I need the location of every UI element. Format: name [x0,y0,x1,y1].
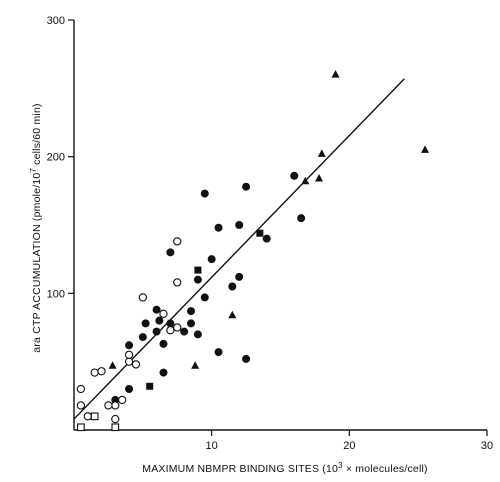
y-tick-label: 200 [47,152,65,164]
data-points [76,70,430,432]
filled-circle-point [155,316,164,325]
y-tick-label: 300 [47,15,65,27]
filled-triangle-point [331,70,340,78]
filled-circle-point [214,223,223,232]
y-axis-title-part-1: ara CTP ACCUMULATION (pmole/10 [31,173,43,353]
open-circle-point [166,326,175,335]
filled-circle-point [193,330,202,339]
open-circle-point [111,414,120,424]
filled-circle-point [187,307,196,316]
open-square-point [90,412,99,421]
open-circle-point [97,367,106,376]
tick-labels: 10 20 30 100 200 300 [47,15,493,452]
filled-circle-point [152,305,161,314]
open-circle-point [124,357,134,366]
open-circle-point [104,401,113,410]
x-axis-title-superscript: 3 [338,461,343,470]
filled-circle-point [166,319,175,328]
open-circle-point [173,323,182,332]
filled-circle-point [228,282,237,291]
open-circle-point [159,309,168,318]
filled-triangle-point [317,149,326,157]
filled-circle-point [141,319,150,328]
filled-square-point [194,266,202,274]
filled-circle-point [180,327,189,336]
filled-circle-point [297,214,306,223]
x-tick-label: 30 [481,440,493,452]
x-axis-title-part-2: × molecules/cell) [343,463,428,475]
filled-circle-point [207,255,216,264]
filled-circle-point [152,327,161,336]
filled-circle-point [235,272,244,281]
open-circle-point [111,401,120,410]
filled-circle-point [166,248,175,257]
filled-circle-point [159,368,168,377]
x-axis-title-part-1: MAXIMUM NBMPR BINDING SITES (10 [142,463,338,475]
filled-triangle-point [191,361,200,369]
open-circle-point [76,384,86,394]
filled-circle-point [235,221,244,229]
y-axis-title-superscript: 7 [29,168,38,173]
open-circle-point [138,293,147,302]
open-circle-point [131,360,141,369]
y-tick-label: 100 [47,288,65,300]
filled-triangle-point [315,174,324,182]
filled-triangle-point [421,145,430,153]
x-tick-label: 20 [343,440,355,452]
filled-circle-point [125,385,134,393]
open-circle-point [173,278,182,287]
open-circle-point [90,368,99,377]
y-axis-title-part-2: cells/60 min) [31,103,43,168]
filled-circle-point [242,182,251,191]
filled-triangle-point [301,176,310,185]
filled-square-point [146,382,154,390]
open-circle-point [124,350,134,359]
y-axis-title: ara CTP ACCUMULATION (pmole/107 cells/60… [29,103,43,352]
open-circle-point [173,237,182,246]
open-square-point [77,423,85,432]
filled-circle-point [200,189,209,198]
x-axis-title: MAXIMUM NBMPR BINDING SITES (103 × molec… [142,461,427,475]
filled-circle-point [187,319,196,328]
open-circle-point [118,395,127,405]
axes [73,20,487,431]
filled-circle-point [193,275,202,284]
axis-ticks [68,19,488,436]
filled-circle-point [242,354,251,363]
filled-triangle-point [108,361,117,369]
filled-circle-point [125,341,134,350]
filled-triangle-point [228,310,237,319]
filled-circle-point [290,171,299,180]
x-tick-label: 10 [206,440,218,452]
open-circle-point [83,412,92,421]
filled-circle-point [159,339,168,348]
filled-circle-point [200,293,209,302]
regression-line [73,78,405,420]
open-circle-point [76,401,86,410]
filled-square-point [256,229,264,237]
filled-circle-point [138,333,147,342]
open-square-point [111,423,120,432]
filled-circle-point [262,234,271,243]
filled-circle-point [214,348,223,357]
